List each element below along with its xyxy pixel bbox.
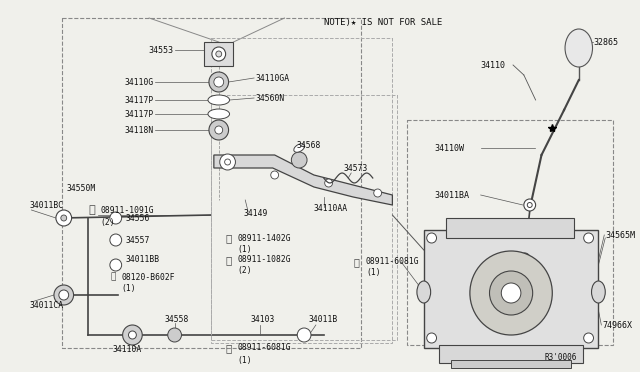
Circle shape [216,51,221,57]
Circle shape [374,189,381,197]
Circle shape [225,159,230,165]
Circle shape [427,333,436,343]
Text: (1): (1) [366,269,381,278]
Text: 34573: 34573 [343,164,368,173]
Bar [446,218,574,238]
Text: 34110: 34110 [481,61,506,70]
Text: NOTE)★ IS NOT FOR SALE: NOTE)★ IS NOT FOR SALE [324,17,442,26]
Text: 34117P: 34117P [125,96,154,105]
Text: 34118N: 34118N [125,125,154,135]
Text: 08911-6081G: 08911-6081G [366,257,420,266]
Bar [211,95,397,340]
Circle shape [520,253,530,263]
Circle shape [524,199,536,211]
Circle shape [123,325,142,345]
Text: 34103: 34103 [250,315,275,324]
Text: 34110W: 34110W [435,144,465,153]
Text: Ⓝ: Ⓝ [226,233,232,243]
Circle shape [59,290,68,300]
Text: Ⓝ: Ⓝ [226,255,232,265]
Text: (1): (1) [122,283,136,292]
Circle shape [584,233,593,243]
Circle shape [324,179,333,187]
Circle shape [212,47,226,61]
Text: 32865: 32865 [593,38,618,46]
Text: Ⓝ: Ⓝ [353,257,359,267]
Bar [451,360,571,368]
Ellipse shape [208,109,230,119]
Circle shape [209,72,228,92]
Text: 34011BC: 34011BC [29,201,63,209]
Bar [407,120,613,345]
Text: 08911-1091G: 08911-1091G [100,205,154,215]
Circle shape [297,328,311,342]
Text: R3'0006: R3'0006 [545,353,577,362]
Text: 08120-B602F: 08120-B602F [122,273,175,282]
Text: Ⓑ: Ⓑ [111,273,116,282]
Bar [204,42,234,66]
Circle shape [110,212,122,224]
Circle shape [110,234,122,246]
Circle shape [56,210,72,226]
Text: 34557: 34557 [125,235,150,244]
Text: 34568: 34568 [296,141,321,150]
Ellipse shape [565,29,593,67]
Text: 34117P: 34117P [125,109,154,119]
Text: (2): (2) [100,218,115,227]
Circle shape [54,285,74,305]
Ellipse shape [208,95,230,105]
Text: 08911-1082G: 08911-1082G [237,256,291,264]
Text: (1): (1) [237,356,252,365]
Text: 74966X: 74966X [602,321,632,330]
Circle shape [129,331,136,339]
Circle shape [501,283,521,303]
Text: 34011BA: 34011BA [435,190,470,199]
Text: 34565M: 34565M [605,231,636,240]
Bar [62,18,361,348]
Text: 34556: 34556 [125,214,150,222]
Bar [440,345,582,363]
Circle shape [271,171,278,179]
Text: Ⓝ: Ⓝ [226,343,232,353]
Text: 34011CA: 34011CA [29,301,63,310]
Text: 34560N: 34560N [255,93,284,103]
Text: (2): (2) [237,266,252,276]
Text: 34558: 34558 [165,315,189,324]
Circle shape [110,259,122,271]
Text: Ⓝ: Ⓝ [88,205,95,215]
Circle shape [61,215,67,221]
Bar [211,38,392,343]
Circle shape [427,233,436,243]
Text: 34110A: 34110A [113,346,142,355]
Ellipse shape [591,281,605,303]
Text: 34553: 34553 [148,45,173,55]
Circle shape [490,271,532,315]
Ellipse shape [294,144,305,152]
Circle shape [220,154,236,170]
Text: (1): (1) [237,244,252,253]
Circle shape [470,251,552,335]
Text: 08911-6081G: 08911-6081G [237,343,291,353]
Circle shape [584,333,593,343]
Text: 34011BB: 34011BB [125,256,160,264]
Text: 08911-1402G: 08911-1402G [237,234,291,243]
Ellipse shape [417,281,431,303]
Text: 34110G: 34110G [125,77,154,87]
Text: 34550M: 34550M [67,183,96,192]
Circle shape [209,120,228,140]
Circle shape [291,152,307,168]
Circle shape [215,126,223,134]
Circle shape [527,202,532,208]
Circle shape [214,77,223,87]
Text: 34011B: 34011B [309,315,339,324]
Text: 34110AA: 34110AA [314,203,348,212]
Bar [424,230,598,348]
Polygon shape [214,155,392,205]
Text: 34110GA: 34110GA [255,74,289,83]
Circle shape [168,328,182,342]
Text: 34149: 34149 [243,208,268,218]
